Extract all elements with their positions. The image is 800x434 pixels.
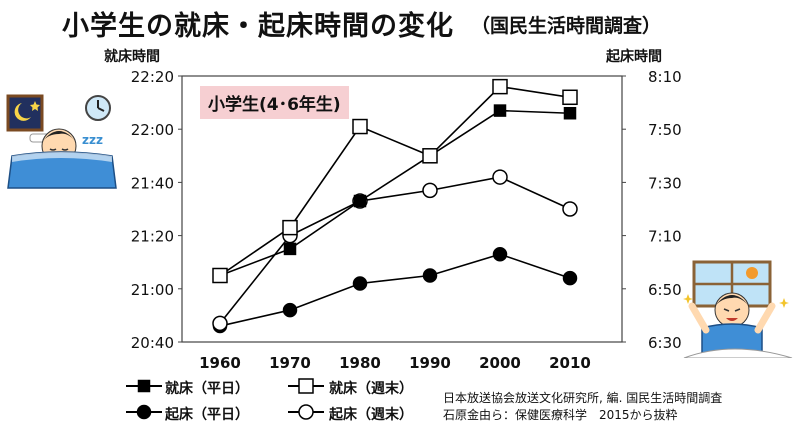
- moon-icon: [14, 103, 31, 121]
- data-point-filled-square: [563, 106, 577, 120]
- data-point-open-square: [282, 219, 298, 236]
- waking-child-illustration: [683, 260, 793, 358]
- y-right-tick-label: 6:30: [648, 334, 682, 352]
- y-left-tick-label: 21:20: [131, 228, 174, 246]
- x-tick-label: 1980: [339, 354, 381, 372]
- night-window-icon: [6, 94, 44, 132]
- source-line-1: 日本放送協会放送文化研究所, 編. 国民生活時間調査: [443, 391, 723, 405]
- data-point-filled-circle: [562, 270, 578, 286]
- x-tick-label: 2010: [549, 354, 591, 372]
- legend-label-weekday-waketime: 起床（平日）: [165, 407, 249, 423]
- source-line-2: 石原金由ら：保健医療科学 2015から抜粋: [443, 408, 678, 422]
- data-point-filled-circle: [422, 268, 438, 283]
- data-point-open-square: [212, 267, 228, 284]
- data-point-open-circle: [422, 182, 438, 199]
- legend-marker-filled-square: [137, 379, 151, 393]
- legend-marker-filled-circle: [136, 404, 152, 420]
- sparkle-icon: [683, 294, 693, 304]
- x-tick-label: 1960: [199, 354, 241, 372]
- data-point-filled-square: [493, 104, 507, 117]
- source-note: 日本放送協会放送文化研究所, 編. 国民生活時間調査 石原金由ら：保健医療科学 …: [443, 390, 722, 424]
- plot-frame: [181, 75, 623, 343]
- data-point-open-circle: [492, 169, 508, 185]
- y-right-tick-label: 7:50: [648, 121, 682, 139]
- y-right-tick-label: 6:50: [648, 281, 682, 299]
- y-left-tick-label: 20:40: [131, 334, 174, 352]
- series-line-filled-square: [219, 109, 571, 277]
- legend-marker-open-square: [298, 378, 314, 394]
- y-left-tick-label: 21:00: [131, 281, 174, 299]
- data-point-filled-square: [283, 242, 297, 256]
- x-tick-label: 2000: [479, 354, 521, 372]
- y-right-axis-title: 起床時間: [606, 49, 662, 65]
- y-left-tick-label: 22:20: [131, 68, 174, 86]
- legend-label-weekend-bedtime: 就床（週末）: [329, 381, 413, 397]
- data-point-filled-circle: [282, 302, 298, 318]
- data-point-filled-circle: [492, 246, 508, 262]
- y-right-tick-label: 8:10: [648, 68, 682, 86]
- y-left-tick-label: 22:00: [131, 121, 174, 139]
- data-point-open-circle: [562, 201, 578, 217]
- y-left-axis-title: 就床時間: [104, 49, 160, 65]
- data-point-filled-square: [353, 194, 367, 208]
- star-icon: [30, 101, 40, 111]
- y-right-tick-label: 7:30: [648, 174, 682, 192]
- x-tick-label: 1990: [409, 354, 451, 372]
- y-right-tick-label: 7:10: [648, 228, 682, 246]
- chart-subtitle: （国民生活時間調査）: [471, 15, 662, 37]
- sleeping-child-illustration: zzz: [6, 94, 117, 189]
- snore-icon: zzz: [82, 133, 103, 147]
- y-left-tick-label: 21:40: [131, 174, 174, 192]
- x-tick-label: 1970: [269, 354, 311, 372]
- series-line-open-circle: [219, 176, 571, 324]
- legend-label-weekend-waketime: 起床（週末）: [329, 407, 413, 423]
- data-point-open-square: [492, 78, 508, 95]
- subset-label: 小学生(4･6年生): [200, 86, 349, 119]
- data-point-filled-circle: [352, 276, 368, 291]
- data-point-open-square: [562, 89, 578, 106]
- series-line-filled-circle: [219, 253, 571, 327]
- data-point-open-circle: [212, 315, 228, 332]
- sun-icon: [746, 267, 758, 279]
- legend-label-weekday-bedtime: 就床（平日）: [165, 381, 249, 397]
- data-point-open-square: [352, 118, 368, 135]
- series-line-open-square: [219, 85, 571, 277]
- legend-marker-open-circle: [298, 404, 314, 420]
- chart-title: 小学生の就床・起床時間の変化: [62, 11, 454, 42]
- data-point-open-square: [422, 148, 438, 164]
